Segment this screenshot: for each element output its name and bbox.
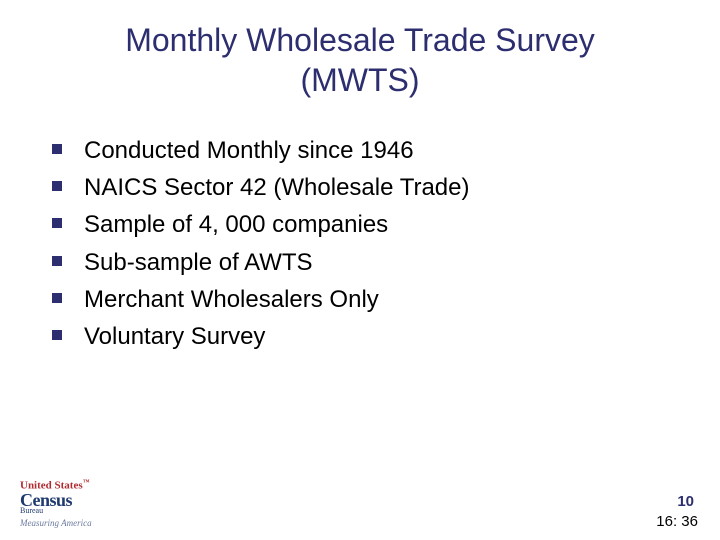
bullet-icon bbox=[52, 330, 62, 340]
title-line-1: Monthly Wholesale Trade Survey bbox=[125, 22, 595, 58]
list-item: Sample of 4, 000 companies bbox=[52, 209, 652, 240]
bullet-icon bbox=[52, 293, 62, 303]
bullet-icon bbox=[52, 256, 62, 266]
bullet-text: Voluntary Survey bbox=[84, 321, 265, 352]
list-item: Sub-sample of AWTS bbox=[52, 247, 652, 278]
bullet-text: Conducted Monthly since 1946 bbox=[84, 135, 414, 166]
bullet-icon bbox=[52, 144, 62, 154]
slide: Monthly Wholesale Trade Survey (MWTS) Co… bbox=[0, 0, 720, 540]
footer: United States™ Census Bureau Measuring A… bbox=[0, 475, 720, 540]
title-line-2: (MWTS) bbox=[300, 62, 419, 98]
list-item: Conducted Monthly since 1946 bbox=[52, 135, 652, 166]
trademark-icon: ™ bbox=[83, 478, 90, 486]
timestamp: 16: 36 bbox=[656, 513, 698, 530]
census-logo: United States™ Census Bureau Measuring A… bbox=[20, 478, 92, 528]
slide-title: Monthly Wholesale Trade Survey (MWTS) bbox=[0, 20, 720, 100]
bullet-icon bbox=[52, 218, 62, 228]
bullet-icon bbox=[52, 181, 62, 191]
list-item: NAICS Sector 42 (Wholesale Trade) bbox=[52, 172, 652, 203]
bullet-text: NAICS Sector 42 (Wholesale Trade) bbox=[84, 172, 470, 203]
bullet-text: Merchant Wholesalers Only bbox=[84, 284, 379, 315]
list-item: Merchant Wholesalers Only bbox=[52, 284, 652, 315]
bullet-text: Sample of 4, 000 companies bbox=[84, 209, 388, 240]
list-item: Voluntary Survey bbox=[52, 321, 652, 352]
bullet-text: Sub-sample of AWTS bbox=[84, 247, 313, 278]
slide-number: 10 bbox=[677, 493, 694, 510]
bullet-list: Conducted Monthly since 1946 NAICS Secto… bbox=[52, 135, 652, 358]
logo-tagline: Measuring America bbox=[20, 518, 92, 528]
